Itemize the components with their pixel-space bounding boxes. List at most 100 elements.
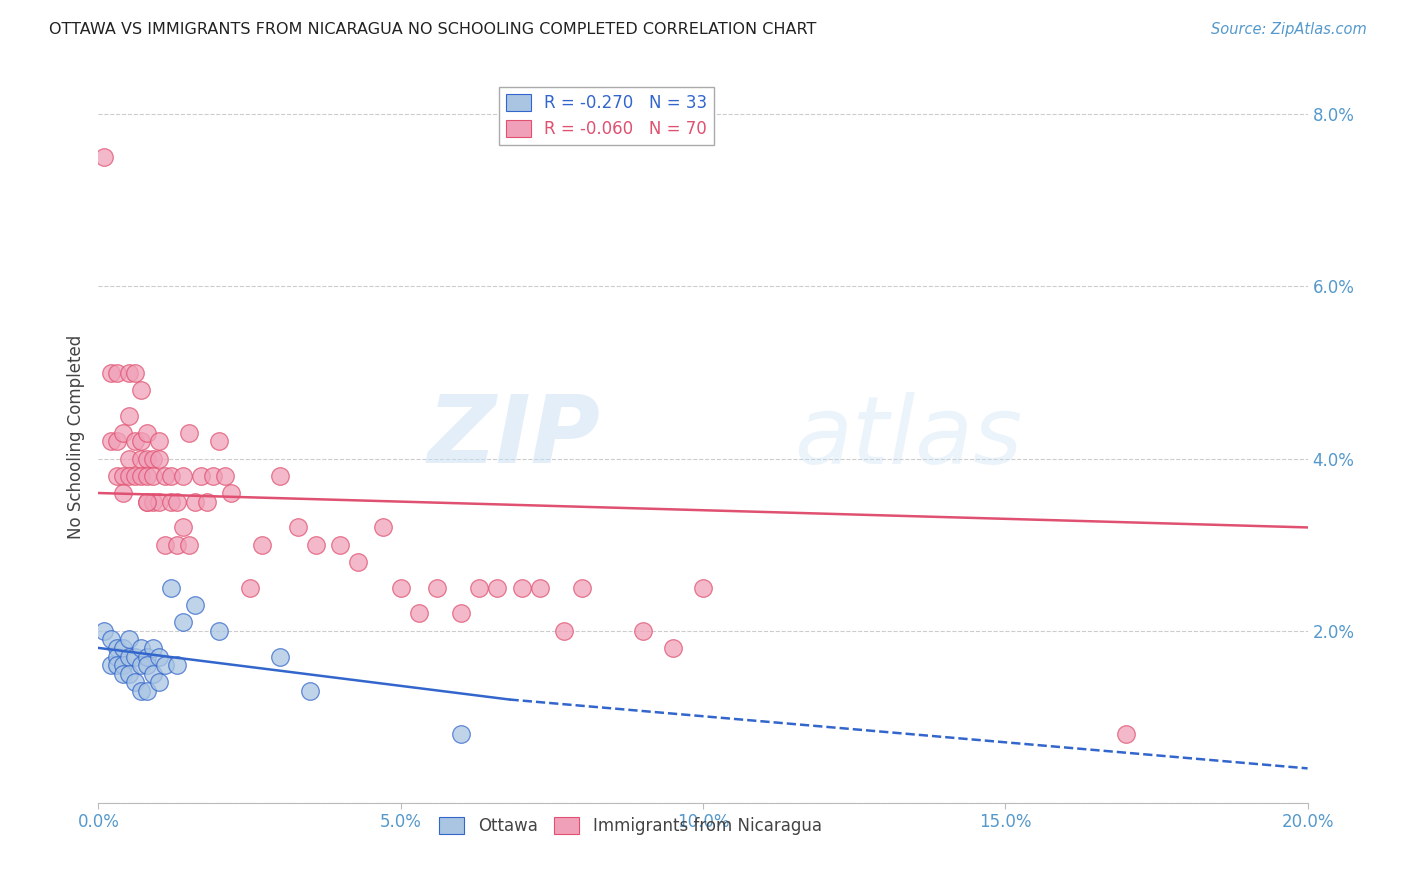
Point <box>1115 727 1137 741</box>
Point <box>118 409 141 423</box>
Point <box>172 520 194 534</box>
Point <box>305 538 328 552</box>
Point <box>100 366 122 380</box>
Point <box>148 434 170 449</box>
Point <box>124 366 146 380</box>
Point <box>111 486 134 500</box>
Point <box>118 451 141 466</box>
Text: atlas: atlas <box>793 392 1022 483</box>
Point <box>135 468 157 483</box>
Point <box>142 640 165 655</box>
Point <box>450 607 472 621</box>
Point <box>129 434 152 449</box>
Point <box>135 425 157 440</box>
Point <box>135 451 157 466</box>
Point <box>105 366 128 380</box>
Point <box>118 632 141 647</box>
Legend: Ottawa, Immigrants from Nicaragua: Ottawa, Immigrants from Nicaragua <box>433 811 828 842</box>
Point <box>190 468 212 483</box>
Point <box>118 366 141 380</box>
Point <box>142 451 165 466</box>
Point <box>389 581 412 595</box>
Point <box>269 649 291 664</box>
Point <box>468 581 491 595</box>
Point <box>195 494 218 508</box>
Point <box>166 494 188 508</box>
Point <box>142 494 165 508</box>
Point <box>172 468 194 483</box>
Point <box>153 538 176 552</box>
Point <box>148 494 170 508</box>
Point <box>160 494 183 508</box>
Point <box>135 494 157 508</box>
Point <box>160 468 183 483</box>
Point <box>553 624 575 638</box>
Point <box>510 581 533 595</box>
Point <box>124 434 146 449</box>
Point <box>221 486 243 500</box>
Point <box>142 468 165 483</box>
Text: Source: ZipAtlas.com: Source: ZipAtlas.com <box>1211 22 1367 37</box>
Point <box>111 658 134 673</box>
Y-axis label: No Schooling Completed: No Schooling Completed <box>67 335 86 539</box>
Point <box>124 468 146 483</box>
Point <box>93 624 115 638</box>
Point <box>371 520 394 534</box>
Point <box>111 425 134 440</box>
Point <box>184 598 207 612</box>
Point <box>105 640 128 655</box>
Point <box>179 538 201 552</box>
Point <box>118 666 141 681</box>
Point <box>129 640 152 655</box>
Point <box>571 581 593 595</box>
Point <box>105 649 128 664</box>
Point <box>426 581 449 595</box>
Point <box>118 468 141 483</box>
Point <box>450 727 472 741</box>
Point <box>661 640 683 655</box>
Point <box>202 468 225 483</box>
Point <box>100 658 122 673</box>
Point <box>299 684 322 698</box>
Point <box>105 434 128 449</box>
Text: ZIP: ZIP <box>427 391 600 483</box>
Point <box>118 649 141 664</box>
Point <box>148 451 170 466</box>
Point <box>124 675 146 690</box>
Point <box>129 658 152 673</box>
Point <box>160 581 183 595</box>
Point <box>208 624 231 638</box>
Point <box>142 666 165 681</box>
Point <box>111 666 134 681</box>
Point <box>408 607 430 621</box>
Point <box>129 684 152 698</box>
Point <box>486 581 509 595</box>
Point <box>129 383 152 397</box>
Point <box>239 581 262 595</box>
Point <box>93 150 115 164</box>
Point <box>179 425 201 440</box>
Point <box>166 538 188 552</box>
Point <box>208 434 231 449</box>
Point <box>269 468 291 483</box>
Point <box>135 649 157 664</box>
Point <box>172 615 194 629</box>
Point <box>631 624 654 638</box>
Point <box>250 538 273 552</box>
Point <box>692 581 714 595</box>
Point <box>184 494 207 508</box>
Point <box>105 468 128 483</box>
Point <box>148 675 170 690</box>
Point <box>329 538 352 552</box>
Point <box>148 649 170 664</box>
Point <box>153 468 176 483</box>
Point <box>214 468 236 483</box>
Point <box>135 494 157 508</box>
Text: OTTAWA VS IMMIGRANTS FROM NICARAGUA NO SCHOOLING COMPLETED CORRELATION CHART: OTTAWA VS IMMIGRANTS FROM NICARAGUA NO S… <box>49 22 817 37</box>
Point <box>105 658 128 673</box>
Point <box>135 658 157 673</box>
Point <box>135 684 157 698</box>
Point <box>529 581 551 595</box>
Point <box>100 434 122 449</box>
Point <box>129 451 152 466</box>
